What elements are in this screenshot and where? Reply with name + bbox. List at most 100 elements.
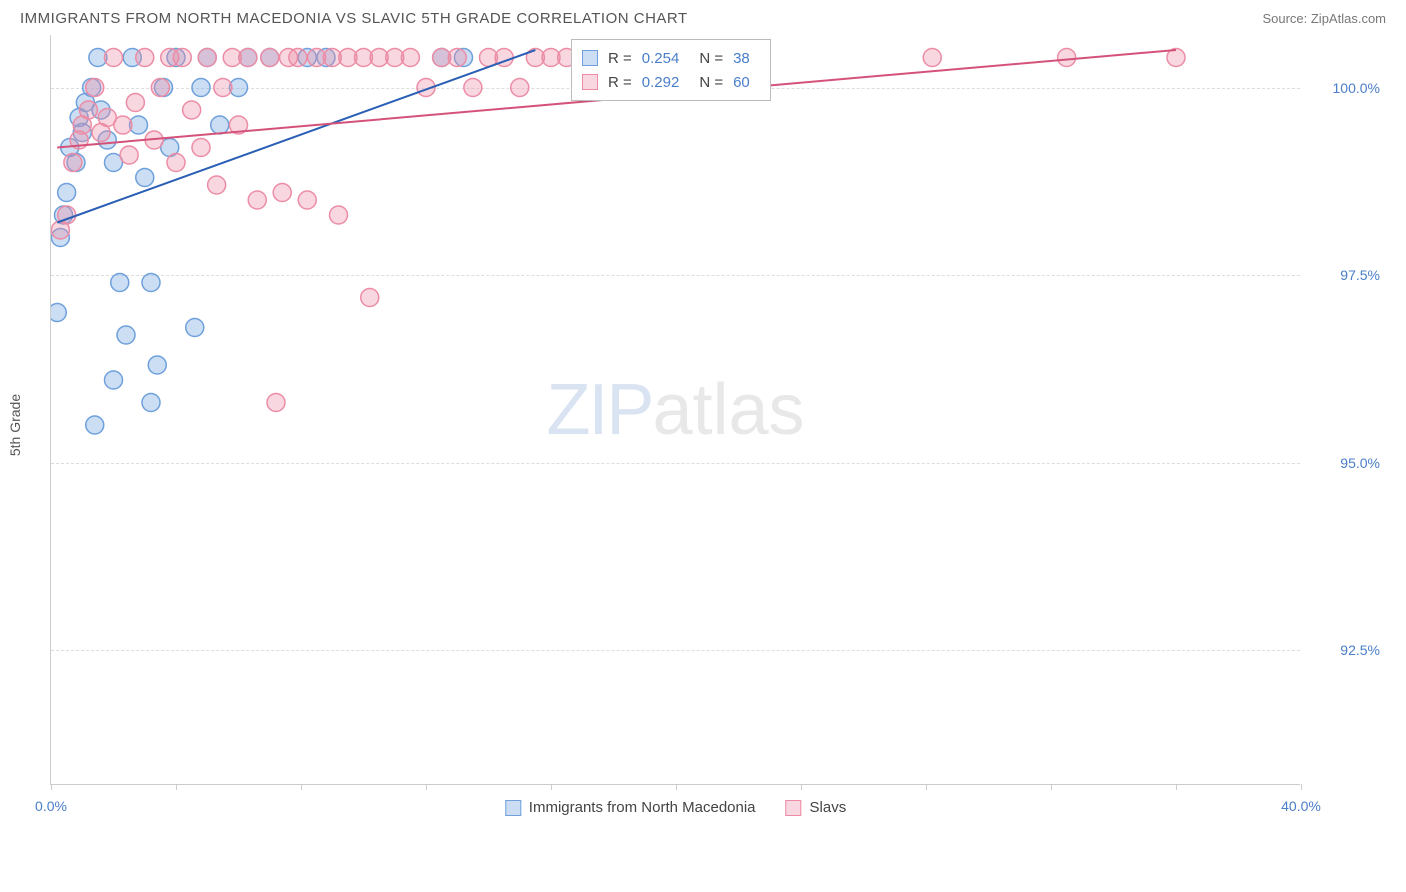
data-point [248,191,266,209]
data-point [173,49,191,67]
legend-swatch [582,50,598,66]
legend-swatch [582,74,598,90]
data-point [167,49,185,67]
data-point [126,94,144,112]
data-point [448,49,466,67]
x-tick [176,784,177,790]
data-point [198,49,216,67]
data-point [51,304,66,322]
data-point [120,146,138,164]
data-point [289,49,307,67]
data-point [317,49,335,67]
y-axis-label: 5th Grade [7,394,23,456]
data-point [355,49,373,67]
data-point [1058,49,1076,67]
legend-label: Slavs [810,799,847,816]
chart-title: IMMIGRANTS FROM NORTH MACEDONIA VS SLAVI… [20,10,688,27]
data-point [198,49,216,67]
data-point [70,109,88,127]
data-point [330,206,348,224]
data-point [73,116,91,134]
y-tick-label: 92.5% [1310,642,1380,658]
data-point [130,116,148,134]
chart-container: 5th Grade ZIPatlas 92.5%95.0%97.5%100.0%… [50,35,1386,815]
r-label: R = [608,50,632,67]
legend-item: Slavs [786,799,847,816]
data-point [55,206,73,224]
data-point [92,101,110,119]
data-point [86,416,104,434]
data-point [167,154,185,172]
data-point [401,49,419,67]
gridline-horizontal [51,275,1300,276]
r-value: 0.254 [642,50,680,67]
data-point [298,49,316,67]
stats-legend: R =0.254N =38R =0.292N =60 [571,39,771,101]
data-point [58,206,76,224]
x-tick [51,784,52,790]
source-attribution: Source: ZipAtlas.com [1262,11,1386,26]
legend-item: Immigrants from North Macedonia [505,799,756,816]
y-tick-label: 100.0% [1310,80,1380,96]
data-point [136,169,154,187]
data-point [58,184,76,202]
n-label: N = [699,74,723,91]
x-tick [1176,784,1177,790]
plot-area: ZIPatlas 92.5%95.0%97.5%100.0%0.0%40.0%R… [50,35,1300,785]
trend-line [57,50,535,223]
data-point [98,131,116,149]
data-point [105,371,123,389]
data-point [61,139,79,157]
x-tick-label: 0.0% [35,798,67,814]
x-tick [426,784,427,790]
data-point [495,49,513,67]
data-point [73,124,91,142]
x-tick [551,784,552,790]
data-point [370,49,388,67]
data-point [239,49,257,67]
data-point [51,229,69,247]
data-point [70,131,88,149]
data-point [211,116,229,134]
gridline-horizontal [51,463,1300,464]
data-point [183,101,201,119]
x-tick [926,784,927,790]
watermark-zip: ZIP [546,370,652,450]
data-point [1167,49,1185,67]
data-point [136,49,154,67]
x-tick [1301,784,1302,790]
data-point [323,49,341,67]
n-value: 38 [733,50,750,67]
data-point [261,49,279,67]
data-point [208,176,226,194]
data-point [280,49,298,67]
watermark: ZIPatlas [546,369,804,451]
chart-header: IMMIGRANTS FROM NORTH MACEDONIA VS SLAVI… [0,0,1406,35]
data-point [230,116,248,134]
data-point [114,116,132,134]
data-point [308,49,326,67]
data-point [89,49,107,67]
x-tick [801,784,802,790]
data-point [123,49,141,67]
data-point [261,49,279,67]
data-point [67,154,85,172]
data-point [239,49,257,67]
n-label: N = [699,50,723,67]
data-point [923,49,941,67]
data-point [267,394,285,412]
data-point [142,274,160,292]
data-point [148,356,166,374]
data-point [386,49,404,67]
data-point [455,49,473,67]
data-point [51,221,69,239]
legend-label: Immigrants from North Macedonia [529,799,756,816]
data-point [192,139,210,157]
stats-legend-row: R =0.292N =60 [582,70,760,94]
data-point [145,131,163,149]
data-point [339,49,357,67]
x-tick-label: 40.0% [1281,798,1321,814]
legend-swatch [505,800,521,816]
scatter-svg [51,35,1301,785]
r-value: 0.292 [642,74,680,91]
